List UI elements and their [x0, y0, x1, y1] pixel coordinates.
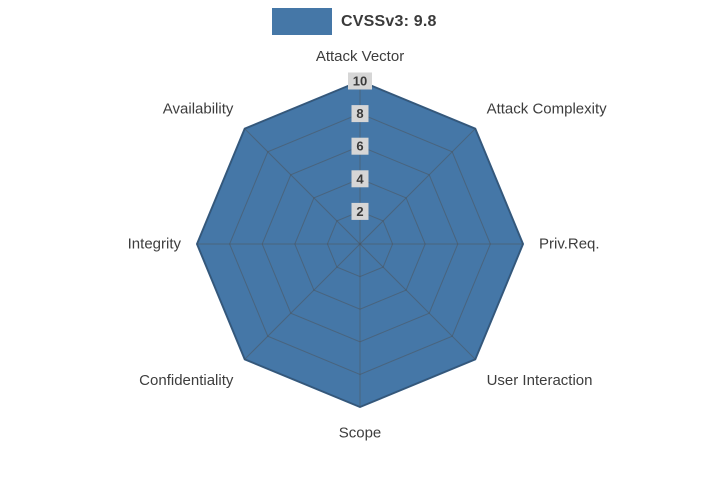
grid-ring — [229, 113, 491, 375]
radial-tick-label: 2 — [356, 204, 363, 219]
radial-tick-box — [351, 105, 369, 123]
radial-tick-box — [348, 72, 372, 90]
legend-swatch — [272, 8, 332, 35]
radial-tick-label: 8 — [356, 106, 363, 121]
radial-tick-box — [351, 202, 369, 220]
axis-label: Availability — [163, 100, 234, 117]
axis-label: User Interaction — [487, 372, 593, 389]
grid-ring — [196, 80, 524, 408]
grid-ring — [294, 178, 426, 310]
legend-label: CVSSv3: 9.8 — [341, 12, 437, 30]
grid-ring — [326, 210, 394, 278]
grid-spoke — [359, 243, 476, 360]
axis-label: Confidentiality — [139, 372, 234, 389]
legend: CVSSv3: 9.8 — [272, 8, 437, 35]
grid-ring — [261, 145, 459, 343]
axis-label: Attack Complexity — [487, 100, 608, 117]
grid-spoke — [359, 128, 476, 245]
radial-tick-box — [351, 170, 369, 188]
radial-tick-label: 10 — [353, 74, 367, 89]
grid-spoke — [244, 243, 361, 360]
radar-series-polygon — [196, 80, 524, 408]
axis-label: Scope — [339, 424, 382, 441]
grid-spoke — [244, 128, 361, 245]
axis-label: Priv.Req. — [539, 236, 600, 253]
axis-label: Attack Vector — [316, 48, 404, 65]
radial-tick-label: 6 — [356, 139, 363, 154]
radial-tick-box — [351, 137, 369, 155]
axis-label: Integrity — [128, 236, 182, 253]
radial-tick-label: 4 — [356, 171, 364, 186]
